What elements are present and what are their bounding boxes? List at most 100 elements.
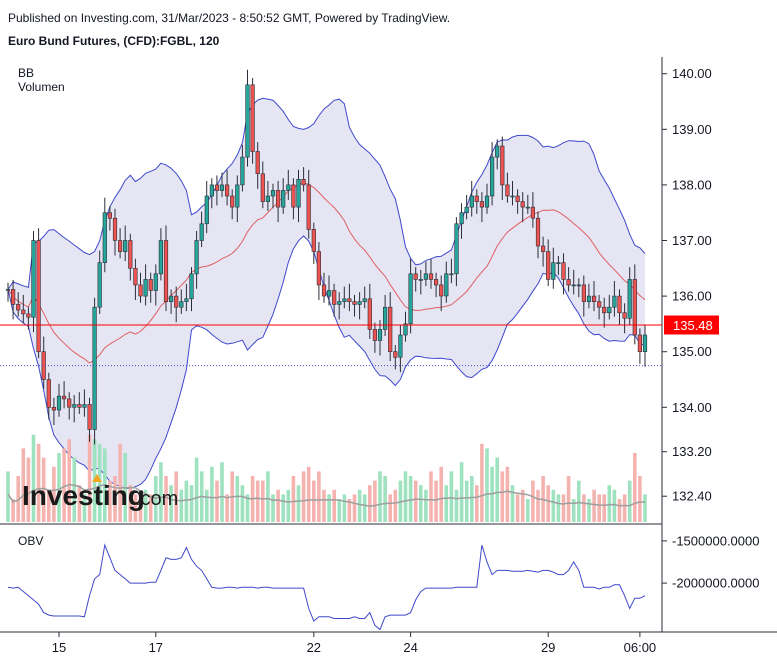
volume-bar: [194, 457, 199, 522]
candle-body: [291, 184, 296, 208]
candle: [148, 272, 153, 303]
time-tick-label: 29: [541, 640, 555, 655]
volume-bar: [475, 485, 479, 522]
candle-body: [449, 273, 454, 276]
volume-bar: [551, 489, 556, 522]
candle: [138, 272, 143, 303]
price-tick-label: 132.40: [672, 489, 712, 504]
volume-bar: [266, 471, 270, 522]
candle: [51, 397, 56, 425]
obv-pane[interactable]: [7, 543, 646, 631]
volume-bar: [159, 462, 163, 522]
candle-body: [321, 284, 327, 297]
volume-bar: [317, 471, 321, 522]
candle: [597, 294, 602, 320]
volume-bar: [322, 489, 326, 522]
volume-bar: [271, 494, 275, 522]
candle: [230, 189, 235, 220]
candle-body: [301, 179, 306, 186]
bb-upper-band: [7, 97, 646, 290]
candle-body: [342, 298, 347, 302]
price-tick-label: 134.00: [672, 400, 712, 415]
candle: [500, 136, 505, 200]
candle: [428, 258, 434, 289]
candle-body: [235, 184, 240, 208]
price-tick-label: 136.00: [672, 289, 712, 304]
candle-body: [250, 84, 255, 152]
candle-body: [515, 195, 520, 202]
candle-body: [153, 273, 158, 291]
volume-bar: [362, 494, 367, 522]
candle-body: [67, 398, 72, 408]
candle-body: [72, 404, 77, 408]
candle: [403, 311, 408, 342]
volume-bar: [291, 476, 296, 522]
candle: [352, 294, 357, 317]
candle: [245, 69, 250, 167]
volume-bar: [62, 448, 66, 522]
candle-body: [179, 301, 184, 308]
volume-bar: [546, 485, 550, 522]
candle: [444, 261, 449, 303]
price-tick-label: 140.00: [672, 66, 712, 81]
candle: [321, 272, 327, 303]
candle-body: [591, 295, 597, 303]
candle: [362, 286, 367, 309]
candle: [107, 206, 112, 231]
candle: [510, 181, 515, 206]
volume-bar: [164, 476, 168, 522]
candle-body: [459, 212, 464, 225]
price-pane[interactable]: [0, 69, 662, 522]
volume-bar: [87, 434, 92, 522]
volume-bar: [184, 480, 189, 522]
candle-body: [204, 195, 209, 225]
volume-bar: [449, 471, 454, 522]
volume-bar: [464, 480, 469, 522]
candle-body: [265, 195, 271, 202]
logo-triangle-icon: [92, 474, 102, 482]
candle: [602, 297, 607, 328]
candle: [204, 181, 209, 234]
candle: [469, 181, 474, 217]
candle-body: [36, 240, 41, 352]
candle-body: [500, 145, 505, 186]
candle-body: [163, 240, 169, 303]
candle: [92, 297, 97, 445]
volume-bar: [429, 471, 433, 522]
candle-body: [311, 229, 316, 252]
volume-bar: [174, 471, 178, 522]
candle-body: [189, 273, 194, 300]
candle: [209, 178, 215, 209]
candle: [459, 203, 464, 239]
candle: [174, 286, 179, 323]
time-tick-label: 24: [403, 640, 417, 655]
volume-bar: [536, 489, 540, 522]
candle: [637, 328, 642, 364]
candle-body: [377, 329, 383, 341]
candle: [306, 169, 311, 239]
candle-body: [413, 273, 418, 280]
candle-body: [520, 201, 525, 208]
candle-body: [627, 279, 632, 319]
volume-bar: [515, 494, 520, 522]
volume-bar: [306, 466, 311, 522]
volume-bar: [128, 485, 133, 522]
time-tick-label: 06:00: [624, 640, 657, 655]
volume-bar: [571, 499, 576, 522]
candle-body: [194, 240, 199, 275]
volume-bar: [592, 489, 596, 522]
volume-bar: [378, 471, 382, 522]
candle-body: [255, 151, 260, 175]
candle: [26, 307, 31, 330]
candle: [382, 294, 388, 337]
candle-body: [184, 298, 189, 302]
candle-body: [510, 195, 515, 198]
price-tick-label: 135.00: [672, 344, 712, 359]
candle: [357, 292, 362, 320]
volume-bar: [215, 480, 219, 522]
candle: [479, 192, 485, 223]
candle-body: [11, 289, 16, 305]
candle: [97, 250, 102, 314]
volume-bar: [485, 448, 489, 522]
candle: [225, 169, 230, 206]
